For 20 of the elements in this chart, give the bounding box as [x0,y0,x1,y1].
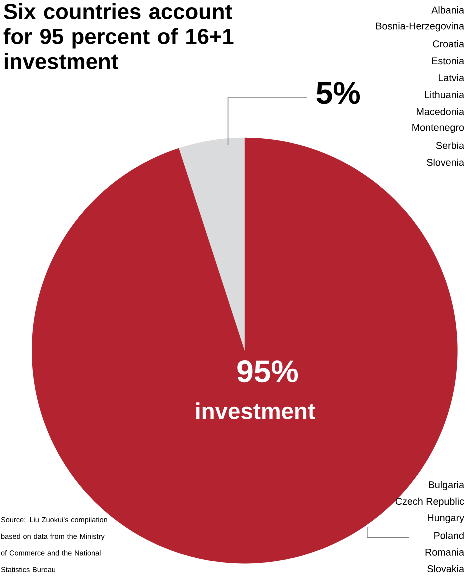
text: Czech Republic [396,498,464,508]
text: Hungary [428,514,464,524]
text: Slovakia [428,565,465,573]
chart-title: Six countries account for 95 percent of 16+1 investment [4,3,234,70]
text: Lithuania [425,91,465,98]
text: Serbia [436,142,465,150]
text: Poland [434,532,464,540]
text: Bosnia-Herzegovina [376,22,465,32]
text: Latvia [439,74,465,82]
text: Croatia [433,40,465,48]
text: Albania [432,6,465,14]
slice-label: investment [196,402,316,420]
text: Macedonia [417,108,465,116]
text: Romania [426,548,465,556]
text: Montenegro [412,124,464,134]
data-label: 5% [316,82,360,104]
data-label: 95% [238,360,298,383]
text: Bulgaria [429,481,465,490]
text: Slovenia [427,158,465,166]
text: Estonia [432,57,465,65]
